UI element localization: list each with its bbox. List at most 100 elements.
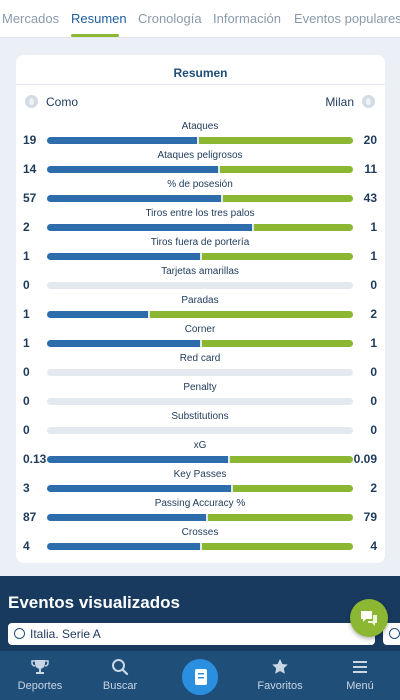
stat-away-value: 2 xyxy=(370,307,377,321)
eventos-title: Eventos visualizados xyxy=(8,593,180,612)
stat-home-value: 57 xyxy=(23,191,37,205)
tab-cronologia[interactable]: Cronología xyxy=(138,11,202,26)
event-card-label: Italia. Serie A xyxy=(30,627,101,641)
stat-bar-away xyxy=(199,137,353,144)
summary-title: Resumen xyxy=(173,66,228,80)
stat-away-value: 4 xyxy=(370,539,377,553)
stat-bar-home xyxy=(47,456,228,463)
stat-bar-track xyxy=(47,195,353,202)
stat-home-value: 0 xyxy=(23,278,30,292)
tab-mercados[interactable]: Mercados xyxy=(2,11,60,26)
stat-bar-away xyxy=(233,485,353,492)
stat-label: Red card xyxy=(179,353,221,364)
stat-bar-track xyxy=(47,311,353,318)
stat-bar-track xyxy=(47,253,353,260)
stat-bar-home xyxy=(47,195,221,202)
stat-row: Penalty 0 0 xyxy=(0,382,400,411)
stat-away-value: 1 xyxy=(370,220,377,234)
stat-label: Paradas xyxy=(181,295,219,306)
match-tabs: Mercados Resumen Cronología Información … xyxy=(0,0,400,38)
betslip-icon xyxy=(195,669,207,685)
stat-row: Red card 0 0 xyxy=(0,353,400,382)
stat-bar-track xyxy=(47,398,353,405)
event-card-italia-serie-a[interactable]: Italia. Serie A xyxy=(8,623,375,645)
stat-away-value: 20 xyxy=(363,133,377,147)
stat-home-value: 87 xyxy=(23,510,37,524)
stat-row: Tiros fuera de portería 1 1 xyxy=(0,237,400,266)
star-icon xyxy=(272,659,288,674)
stat-bar-away xyxy=(254,224,353,231)
stat-away-value: 1 xyxy=(370,336,377,350)
trophy-icon xyxy=(31,660,49,674)
stat-row: xG 0.13 0.09 xyxy=(0,440,400,469)
stat-away-value: 79 xyxy=(363,510,377,524)
stat-bar-track xyxy=(47,166,353,173)
tab-resumen[interactable]: Resumen xyxy=(71,11,127,26)
stat-bar-track xyxy=(47,369,353,376)
betslip-button[interactable] xyxy=(180,657,220,697)
stat-bar-away xyxy=(202,253,353,260)
stat-row: Tarjetas amarillas 0 0 xyxy=(0,266,400,295)
stat-row: Tiros entre los tres palos 2 1 xyxy=(0,208,400,237)
stat-row: Passing Accuracy % 87 79 xyxy=(0,498,400,527)
stat-bar-home xyxy=(47,253,200,260)
stat-label: Key Passes xyxy=(173,469,227,480)
stat-label: Tiros fuera de portería xyxy=(150,237,250,248)
stat-bar-home xyxy=(47,514,206,521)
stat-row: Corner 1 1 xyxy=(0,324,400,353)
tab-informacion[interactable]: Información xyxy=(213,11,281,26)
stat-away-value: 0 xyxy=(370,365,377,379)
stat-bar-away xyxy=(208,514,353,521)
stat-bar-track xyxy=(47,456,353,463)
stat-home-value: 1 xyxy=(23,336,30,350)
stat-bar-track xyxy=(47,282,353,289)
nav-menu[interactable]: Menú xyxy=(320,651,400,700)
nav-deportes[interactable]: Deportes xyxy=(0,651,80,700)
chat-icon xyxy=(361,611,377,626)
stat-bar-track xyxy=(47,137,353,144)
stat-bar-away xyxy=(202,543,353,550)
stat-home-value: 0 xyxy=(23,365,30,379)
nav-favoritos[interactable]: Favoritos xyxy=(240,651,320,700)
stat-bar-away xyxy=(230,456,353,463)
stat-label: % de posesión xyxy=(167,179,233,190)
stat-bar-track xyxy=(47,224,353,231)
stat-away-value: 0 xyxy=(370,423,377,437)
stat-row: Ataques 19 20 xyxy=(0,121,400,150)
stat-label: xG xyxy=(193,440,207,451)
nav-buscar[interactable]: Buscar xyxy=(80,651,160,700)
stat-home-value: 1 xyxy=(23,249,30,263)
stat-row: Key Passes 3 2 xyxy=(0,469,400,498)
home-team-icon xyxy=(25,95,38,108)
stat-bar-home xyxy=(47,543,200,550)
football-icon xyxy=(14,628,25,639)
stat-home-value: 0 xyxy=(23,423,30,437)
stat-away-value: 1 xyxy=(370,249,377,263)
stat-home-value: 19 xyxy=(23,133,37,147)
home-team-name: Como xyxy=(46,95,79,109)
stat-away-value: 43 xyxy=(363,191,377,205)
stat-bar-track xyxy=(47,543,353,550)
stat-label: Ataques peligrosos xyxy=(157,150,243,161)
stat-home-value: 3 xyxy=(23,481,30,495)
stat-label: Tarjetas amarillas xyxy=(161,266,239,277)
stat-home-value: 0.13 xyxy=(23,452,47,466)
stat-bar-track xyxy=(47,485,353,492)
stat-bar-home xyxy=(47,311,148,318)
stat-home-value: 1 xyxy=(23,307,30,321)
stat-label: Tiros entre los tres palos xyxy=(145,208,255,219)
stat-home-value: 4 xyxy=(23,539,30,553)
stat-bar-away xyxy=(223,195,353,202)
nav-label: Buscar xyxy=(102,680,138,692)
tab-eventos-populares[interactable]: Eventos populares xyxy=(294,11,400,26)
chat-button[interactable] xyxy=(350,599,388,637)
stat-away-value: 2 xyxy=(370,481,377,495)
stat-home-value: 14 xyxy=(23,162,37,176)
stat-bar-track xyxy=(47,427,353,434)
stat-label: Ataques xyxy=(181,121,219,132)
stat-row: Paradas 1 2 xyxy=(0,295,400,324)
stat-away-value: 0.09 xyxy=(353,452,377,466)
eventos-visualizados-section: Eventos visualizados Italia. Serie A xyxy=(0,576,400,651)
stat-bar-track xyxy=(47,514,353,521)
menu-icon xyxy=(353,661,367,673)
